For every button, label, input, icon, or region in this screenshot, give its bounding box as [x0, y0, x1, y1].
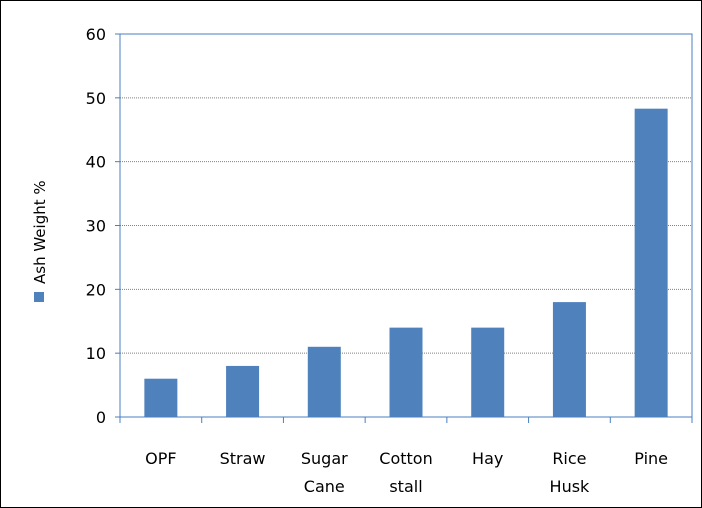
y-tick-label: 20 [86, 280, 106, 299]
x-tick-label: Rice [552, 449, 586, 468]
y-tick-label: 40 [86, 153, 106, 172]
gridlines [120, 97, 692, 354]
x-tick-label: stall [389, 477, 422, 496]
bar [471, 327, 505, 417]
x-tick-label: OPF [145, 449, 176, 468]
bar [389, 327, 423, 417]
y-tick-label: 0 [96, 408, 106, 427]
x-tick-label: Sugar [301, 449, 348, 468]
legend: Ash Weight % [31, 180, 49, 302]
bar [144, 378, 178, 417]
x-tick-label: Pine [634, 449, 668, 468]
bar [307, 346, 341, 417]
x-tick-label: Husk [550, 477, 591, 496]
legend-label: Ash Weight % [31, 180, 49, 284]
y-tick-labels: 0 10 20 30 40 50 60 [86, 25, 120, 427]
bar [226, 365, 260, 417]
y-tick-label: 60 [86, 25, 106, 44]
y-tick-label: 30 [86, 217, 106, 236]
legend-swatch [34, 292, 44, 302]
x-tick-labels: OPF Straw Sugar Cane Cotton stall Hay Rice Husk P… [119, 417, 693, 496]
x-tick-label: Cane [304, 477, 345, 496]
y-tick-label: 10 [86, 344, 106, 363]
x-tick-label: Hay [472, 449, 503, 468]
x-tick-label: Cotton [379, 449, 432, 468]
y-tick-label: 50 [86, 89, 106, 108]
bar [634, 108, 668, 417]
x-tick-label: Straw [220, 449, 266, 468]
bar [552, 302, 586, 417]
bars [120, 108, 692, 418]
